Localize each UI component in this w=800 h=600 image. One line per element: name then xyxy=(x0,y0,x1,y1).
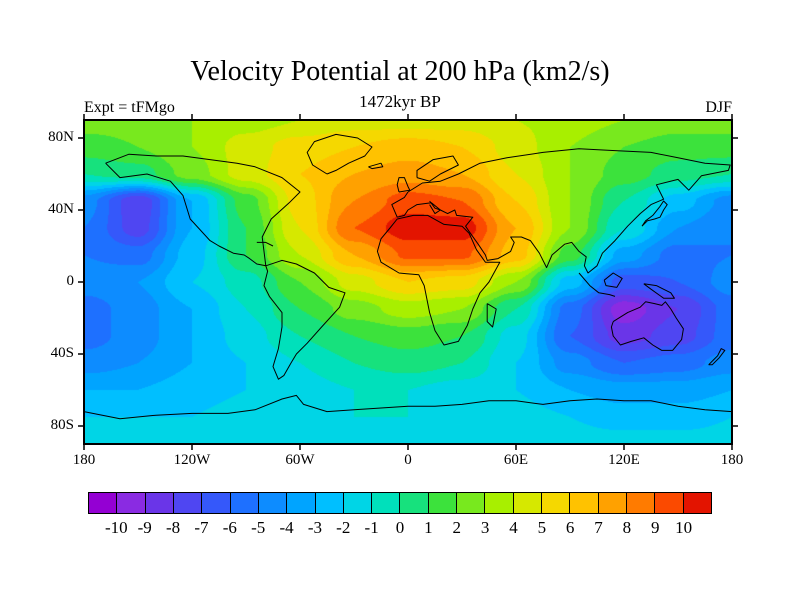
x-axis-tick-label: 60E xyxy=(503,452,529,468)
colorbar-tick-label: -8 xyxy=(165,518,181,537)
colorbar-tick-label: -2 xyxy=(336,518,351,537)
colorbar-tick-label: -1 xyxy=(364,518,379,537)
y-axis-tick-label: 0 xyxy=(66,273,75,289)
colorbar-tick-label: 2 xyxy=(452,518,461,537)
chart-subtitle: 1472kyr BP xyxy=(359,92,441,111)
colorbar-segment xyxy=(570,493,599,513)
coastline-path xyxy=(396,177,411,193)
colorbar-segment xyxy=(485,493,514,513)
colorbar-segment xyxy=(230,493,259,513)
x-axis-tick-label: 120E xyxy=(608,452,640,468)
x-axis-tick-label: 0 xyxy=(404,452,412,468)
y-axis-tick-label: 40N xyxy=(48,201,74,217)
coastline-path xyxy=(263,259,346,380)
colorbar-segment xyxy=(287,493,316,513)
colorbar-tick-label: 0 xyxy=(395,518,405,537)
colorbar-tick-label: -6 xyxy=(222,518,237,537)
coastline-path xyxy=(391,148,731,274)
colorbar-tick-label: -3 xyxy=(307,518,322,537)
colorbar-tick-label: 3 xyxy=(480,518,490,537)
season-label: DJF xyxy=(705,99,732,116)
colorbar-segment xyxy=(202,493,231,513)
colorbar-tick-label: 5 xyxy=(537,518,547,537)
colorbar-segment xyxy=(400,493,429,513)
colorbar-tick-label: 1 xyxy=(424,518,433,537)
colorbar-tick-label: 4 xyxy=(509,518,518,537)
colorbar-segment xyxy=(457,493,486,513)
x-axis-tick-label: 180 xyxy=(720,452,744,468)
coastline-path xyxy=(643,283,675,299)
map-frame xyxy=(83,119,733,445)
colorbar-tick-label: 7 xyxy=(594,518,603,537)
colorbar-tick-label: 10 xyxy=(675,518,693,537)
y-axis-tick-label: 80S xyxy=(50,417,74,433)
coastline-path xyxy=(486,303,497,328)
coastlines-overlay xyxy=(78,114,738,450)
chart-title: Velocity Potential at 200 hPa (km2/s) xyxy=(190,56,610,87)
colorbar-segment xyxy=(598,493,627,513)
x-axis-tick-label: 180 xyxy=(72,452,96,468)
coastline-path xyxy=(368,162,384,170)
coastline-path xyxy=(603,272,623,288)
colorbar-segment xyxy=(428,493,458,513)
colorbar-segment xyxy=(513,493,542,513)
colorbar-tick-label: -5 xyxy=(251,518,266,537)
x-axis-tick-label: 120W xyxy=(173,452,211,468)
colorbar-tick-label: -4 xyxy=(279,518,294,537)
coastline-path xyxy=(429,200,441,215)
contour-fill-field xyxy=(84,120,732,444)
colorbar-segment xyxy=(655,493,684,513)
coastline-path xyxy=(83,394,733,420)
colorbar-segment xyxy=(626,493,656,513)
colorbar-tick-label: 9 xyxy=(651,518,660,537)
coastline-path xyxy=(610,301,684,351)
experiment-label: Expt = tFMgo xyxy=(84,99,175,116)
colorbar-tick-label: -9 xyxy=(137,518,152,537)
coastline-path xyxy=(105,153,301,267)
coastline-path xyxy=(256,241,274,247)
coastline-path xyxy=(416,155,459,182)
colorbar-segment xyxy=(145,493,174,513)
y-axis-tick-label: 40S xyxy=(50,345,74,361)
map-plot-area xyxy=(78,114,738,450)
colorbar-segment xyxy=(89,493,118,513)
colorbar-segment xyxy=(372,493,401,513)
colorbar-segment xyxy=(542,493,571,513)
colorbar-segment xyxy=(117,493,146,513)
colorbar-segment xyxy=(343,493,373,513)
colorbar-tick-label: 8 xyxy=(622,518,632,537)
colorbar-segment xyxy=(258,493,288,513)
coastline-path xyxy=(306,133,373,175)
colorbar-tick-label: -7 xyxy=(194,518,209,537)
colorbar-segment xyxy=(173,493,203,513)
colorbar-segment xyxy=(683,493,711,513)
colorbar-tick-label: -10 xyxy=(105,518,128,537)
y-axis-tick-label: 80N xyxy=(48,129,74,145)
coastline-path xyxy=(578,272,616,297)
coastline-path xyxy=(708,348,726,366)
colorbar xyxy=(88,492,712,514)
colorbar-segment xyxy=(315,493,344,513)
coastline-path xyxy=(376,214,501,346)
x-axis-tick-label: 60W xyxy=(285,452,315,468)
colorbar-tick-label: 6 xyxy=(565,518,575,537)
coastline-path xyxy=(641,200,668,227)
